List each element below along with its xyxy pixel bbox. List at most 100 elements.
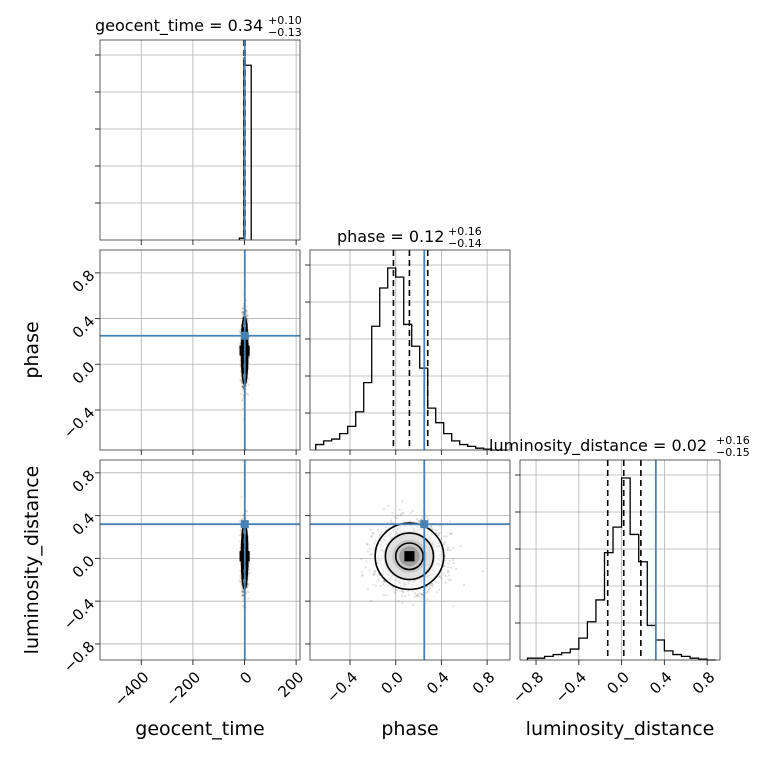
sample-point — [452, 559, 455, 562]
sample-point — [401, 512, 404, 515]
sample-point — [450, 532, 454, 535]
sample-point — [430, 527, 434, 530]
sample-point — [391, 587, 394, 590]
sample-point — [397, 600, 400, 603]
sample-point — [424, 591, 428, 594]
sample-point — [402, 511, 405, 514]
sample-point — [246, 585, 249, 588]
sample-point — [481, 570, 484, 573]
sample-point — [420, 518, 423, 521]
sample-point — [392, 521, 395, 524]
sample-point — [242, 385, 245, 388]
sample-point — [420, 596, 423, 599]
sample-point — [415, 595, 418, 598]
sample-point — [241, 587, 244, 590]
panel-luminosity-distance-vs-phase: −0.4 0.0 0.4 0.8 — [305, 459, 511, 707]
sample-point — [431, 582, 434, 585]
sample-point — [360, 557, 363, 561]
sample-point — [242, 310, 245, 314]
sample-point — [245, 314, 248, 317]
sample-point — [393, 515, 397, 519]
sample-point — [238, 580, 241, 583]
sample-point — [426, 516, 429, 519]
sample-point — [426, 598, 429, 601]
sample-point — [420, 593, 423, 596]
sample-point — [241, 306, 244, 309]
title-main: geocent_time = 0.34 — [95, 16, 263, 36]
sample-point — [248, 571, 251, 574]
sample-point — [426, 589, 429, 593]
sample-point — [247, 583, 250, 586]
sample-point — [361, 574, 364, 577]
sample-point — [241, 605, 245, 608]
sample-point — [396, 516, 399, 519]
sample-point — [455, 567, 458, 570]
sample-point — [247, 590, 251, 594]
sample-point — [430, 583, 433, 587]
sample-point — [440, 538, 443, 541]
sample-point — [240, 590, 244, 593]
panel-content — [310, 460, 510, 660]
x-tick-label: 0.0 — [377, 668, 407, 698]
sample-point — [404, 595, 407, 598]
sample-point — [393, 591, 396, 594]
sample-point — [400, 589, 403, 592]
sample-point — [373, 548, 376, 551]
title-main: phase = 0.12 — [337, 227, 444, 246]
sample-point — [246, 310, 249, 313]
sample-point — [369, 599, 373, 602]
sample-point — [398, 508, 401, 512]
sample-point — [366, 587, 370, 591]
sample-point — [449, 566, 453, 569]
sample-point — [364, 566, 367, 569]
sample-point — [447, 548, 450, 551]
x-tick-label: 0.4 — [423, 668, 453, 698]
sample-point — [241, 308, 244, 311]
x-tick-label: −0.4 — [552, 668, 590, 706]
panel-frame — [519, 459, 721, 661]
sample-point — [415, 593, 418, 597]
sample-point — [368, 547, 371, 551]
sample-point — [382, 582, 385, 586]
sample-point — [247, 378, 250, 381]
sample-point — [239, 529, 242, 532]
sample-point — [384, 580, 387, 584]
sample-point — [399, 512, 402, 516]
sample-point — [411, 590, 414, 593]
sample-point — [246, 393, 250, 396]
sample-point — [369, 535, 372, 538]
sample-point — [448, 532, 451, 535]
sample-point — [371, 553, 374, 556]
sample-point — [413, 591, 417, 595]
sample-point — [396, 514, 400, 517]
sample-point — [438, 588, 441, 592]
sample-point — [365, 560, 368, 563]
sample-point — [246, 314, 249, 317]
sample-point — [447, 562, 450, 565]
sample-point — [384, 526, 388, 529]
sample-point — [446, 566, 450, 569]
sample-point — [246, 314, 249, 317]
sample-point — [239, 528, 242, 531]
sample-point — [401, 500, 404, 503]
sample-point — [411, 509, 414, 512]
sample-point — [442, 572, 445, 575]
sample-point — [435, 591, 438, 594]
sample-point — [447, 578, 450, 581]
sample-point — [372, 573, 375, 576]
sample-point — [420, 518, 423, 521]
sample-point — [242, 385, 245, 388]
y-tick-label: 0.4 — [69, 509, 99, 539]
sample-point — [444, 541, 447, 544]
sample-point — [444, 581, 447, 584]
sample-point — [245, 304, 248, 308]
y-tick-label: −0.4 — [60, 404, 98, 442]
sample-point — [395, 589, 398, 592]
sample-point — [374, 569, 377, 572]
sample-point — [241, 313, 244, 316]
sample-point — [241, 397, 244, 401]
y-tick-label: 0.4 — [69, 312, 99, 342]
sample-point — [240, 518, 243, 521]
sample-point — [237, 346, 240, 349]
